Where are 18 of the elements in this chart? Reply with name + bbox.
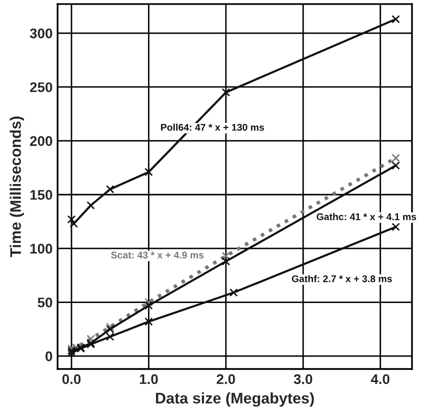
series-label: Gathf: 2.7 * x + 3.8 ms	[292, 275, 392, 282]
y-tick-label: 250	[30, 82, 52, 92]
series-label: Gathc: 41 * x + 4.1 ms	[316, 213, 416, 220]
x-tick-label: 3.0	[294, 374, 312, 384]
y-tick-label: 150	[30, 190, 52, 200]
y-tick-label: 100	[30, 244, 52, 254]
x-tick-label: 0.0	[62, 374, 81, 384]
series-label: Poll64: 47 * x + 130 ms	[161, 124, 264, 131]
y-tick-label: 50	[38, 298, 52, 308]
x-axis-title: Data size (Megabytes)	[156, 392, 314, 407]
y-tick-label: 300	[30, 28, 52, 38]
x-tick-label: 4.0	[370, 374, 390, 384]
x-tick-label: 2.0	[216, 374, 235, 384]
y-tick-label: 0	[46, 351, 52, 362]
x-tick-label: 1.0	[140, 374, 158, 384]
series-label: Scat: 43 * x + 4.9 ms	[111, 252, 204, 259]
y-tick-label: 200	[30, 136, 52, 146]
y-axis-title: Time (Milliseconds)	[10, 116, 24, 258]
